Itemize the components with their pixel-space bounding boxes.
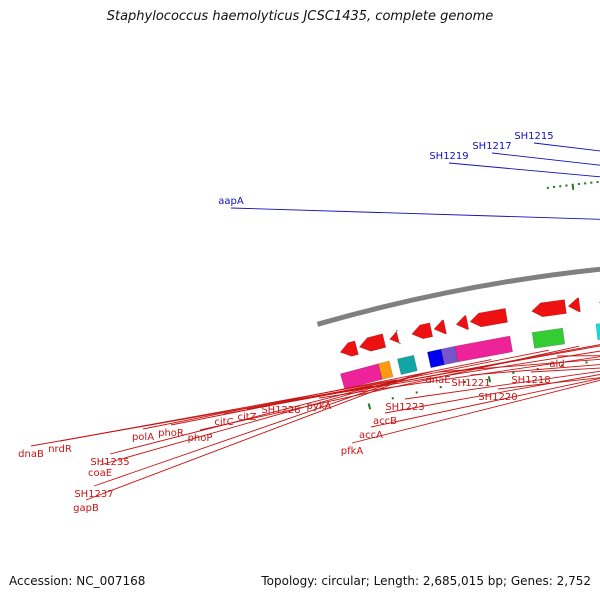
gene-red-arrow: [567, 297, 581, 313]
inner-ruler-tick: [487, 376, 491, 383]
label-sh1237: SH1237: [74, 489, 113, 500]
leader-line: [370, 378, 600, 428]
inner-ruler-tick: [367, 403, 372, 410]
gene-pink-block: [454, 335, 513, 363]
gene-red-arrow: [531, 299, 567, 318]
label-ald: ald: [549, 359, 564, 370]
leader-line: [85, 374, 416, 501]
label-sh1218: SH1218: [511, 375, 550, 386]
gene-red-arrow: [339, 340, 359, 357]
label-citc: citC: [214, 417, 233, 428]
leader-line: [59, 379, 397, 442]
label-sh1235: SH1235: [90, 457, 129, 468]
label-pfka: pfkA: [341, 446, 364, 457]
gene-cyan-block: [595, 323, 600, 341]
leader-line: [437, 358, 600, 373]
gene-red-arrow: [358, 333, 387, 352]
ruler-major-tick: [571, 183, 575, 190]
leader-line: [497, 377, 600, 390]
gene-red-arrow: [469, 308, 508, 328]
label-phor: phoR: [158, 428, 184, 439]
leader-line: [470, 364, 600, 376]
leader-line: [142, 359, 492, 430]
gene-red-arrow: [411, 322, 434, 340]
label-sh1217: SH1217: [472, 141, 511, 152]
label-aapa: aapA: [218, 196, 244, 207]
label-sh1219: SH1219: [429, 151, 468, 162]
label-nrdr: nrdR: [48, 444, 72, 455]
gene-red-arrow: [455, 315, 470, 330]
label-dnab: dnaB: [18, 449, 44, 460]
label-sh1220: SH1220: [478, 392, 517, 403]
leader-line: [491, 152, 600, 166]
label-sh1228: SH1228: [261, 405, 300, 416]
gene-red-arrow: [389, 329, 402, 345]
accession-text: Accession: NC_007168: [9, 574, 146, 588]
leader-line: [384, 374, 600, 414]
label-sh1221: SH1221: [451, 378, 490, 389]
gene-track: [339, 297, 600, 390]
label-gapb: gapB: [73, 503, 99, 514]
label-sh1215: SH1215: [514, 131, 553, 142]
gene-teal-block: [397, 354, 418, 375]
label-phop: phoP: [188, 433, 213, 444]
leader-line: [230, 207, 600, 220]
map-title: Staphylococcus haemolyticus JCSC1435, co…: [106, 9, 494, 24]
label-accb: accB: [373, 416, 397, 427]
label-coae: coaE: [88, 468, 112, 479]
label-leader-lines: [30, 142, 600, 501]
gene-red-arrow: [433, 319, 447, 335]
genome-stats-text: Topology: circular; Length: 2,685,015 bp…: [261, 574, 591, 588]
label-pola: polA: [132, 432, 154, 443]
genome-backbone: [316, 266, 600, 327]
leader-line: [404, 370, 600, 400]
gene-orange-block: [377, 360, 394, 380]
label-citz: citZ: [237, 412, 256, 423]
kbp-ruler: [367, 180, 599, 410]
label-dnae: dnaE: [425, 375, 450, 386]
leader-line: [530, 367, 600, 373]
label-acca: accA: [359, 430, 383, 441]
leader-line: [280, 350, 600, 403]
gene-green-block: [531, 327, 566, 349]
leader-line: [448, 162, 600, 178]
leader-line: [170, 349, 549, 426]
label-sh1223: SH1223: [385, 402, 424, 413]
leader-line: [99, 373, 422, 466]
leader-line: [351, 379, 600, 444]
leader-line: [318, 356, 600, 399]
label-pyka: pykA: [307, 401, 332, 412]
